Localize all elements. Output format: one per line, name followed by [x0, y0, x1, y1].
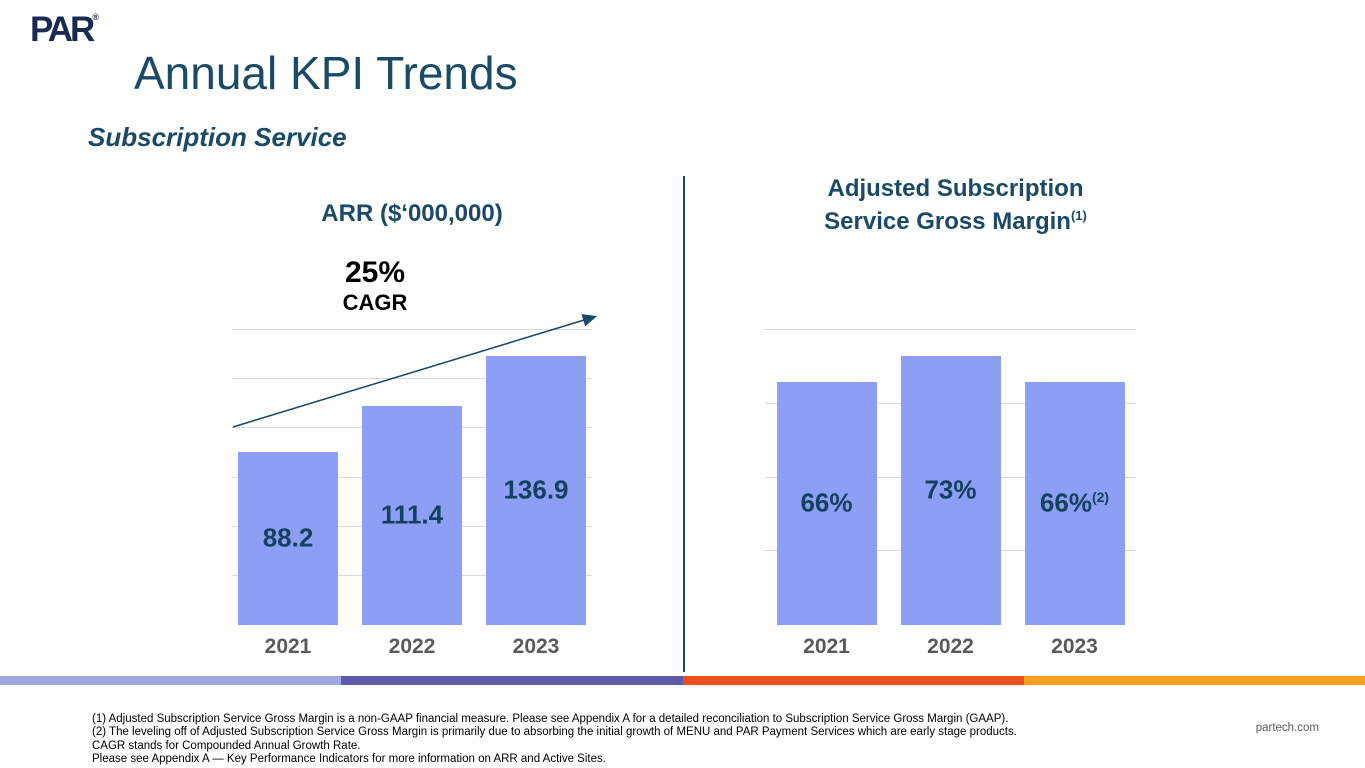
gross-margin-chart-plot: 66% 2021 73% 2022 66%(2) 2023 [765, 329, 1136, 658]
slide-subtitle: Subscription Service [88, 122, 347, 152]
footnote-line-2: (2) The leveling off of Adjusted Subscri… [92, 726, 1017, 739]
bar-value-label: 136.9 [503, 474, 569, 505]
cagr-value: 25% [344, 256, 406, 289]
par-logo-text: PAR [30, 10, 95, 49]
stripe-segment-red-orange [682, 676, 1024, 685]
footnote-line-4: Please see Appendix A — Key Performance … [92, 753, 606, 766]
bar-2022 [362, 405, 462, 625]
footnote-ref-2: (2) [1091, 489, 1110, 506]
registered-trademark-icon: ® [92, 12, 99, 22]
cagr-annotation: 25% CAGR [282, 256, 468, 316]
arr-chart-title: ARR ($‘000,000) [321, 200, 503, 227]
page-title: Annual KPI Trends [134, 47, 518, 99]
x-axis-label: 2021 [264, 635, 312, 658]
x-axis-label: 2021 [803, 635, 850, 658]
accent-stripe [0, 676, 1365, 685]
x-axis-label: 2022 [927, 635, 974, 658]
gross-margin-title-line1: Adjusted Subscription [827, 175, 1084, 202]
stripe-segment-purple [341, 676, 683, 685]
bar-value-label: 66%(2) [1039, 487, 1110, 518]
gross-margin-title-line2: Service Gross Margin(1) [824, 208, 1087, 235]
bar-value-label: 88.2 [262, 522, 314, 553]
bar-value-label: 66% [800, 487, 853, 518]
stripe-segment-periwinkle [0, 676, 342, 685]
footnote-line-1: (1) Adjusted Subscription Service Gross … [92, 713, 1009, 725]
bar-2021 [776, 381, 877, 625]
gridline [232, 329, 592, 330]
chart-divider [683, 176, 685, 672]
bar-value-label: 73% [924, 474, 977, 505]
footnotes: (1) Adjusted Subscription Service Gross … [92, 713, 1017, 767]
footnote-line-3: CAGR stands for Compounded Annual Growth… [92, 739, 361, 752]
x-axis-label: 2023 [1051, 635, 1098, 658]
bar-value-label: 111.4 [380, 499, 444, 530]
gross-margin-chart-title: Adjusted Subscription Service Gross Marg… [770, 175, 1141, 235]
bar-2022 [900, 355, 1001, 625]
x-axis-label: 2023 [512, 635, 560, 658]
x-axis-label: 2022 [388, 635, 436, 658]
cagr-label: CAGR [342, 290, 408, 315]
footer-url: partech.com [1255, 722, 1319, 734]
par-logo: PAR® [30, 10, 99, 50]
arr-chart-plot: 88.2 2021 111.4 2022 136.9 2023 [232, 329, 592, 658]
bar-2023 [1024, 381, 1125, 625]
bar-2021 [238, 451, 338, 625]
gridline [765, 329, 1136, 330]
stripe-segment-orange [1023, 676, 1365, 685]
footnote-ref-1: (1) [1070, 208, 1087, 223]
